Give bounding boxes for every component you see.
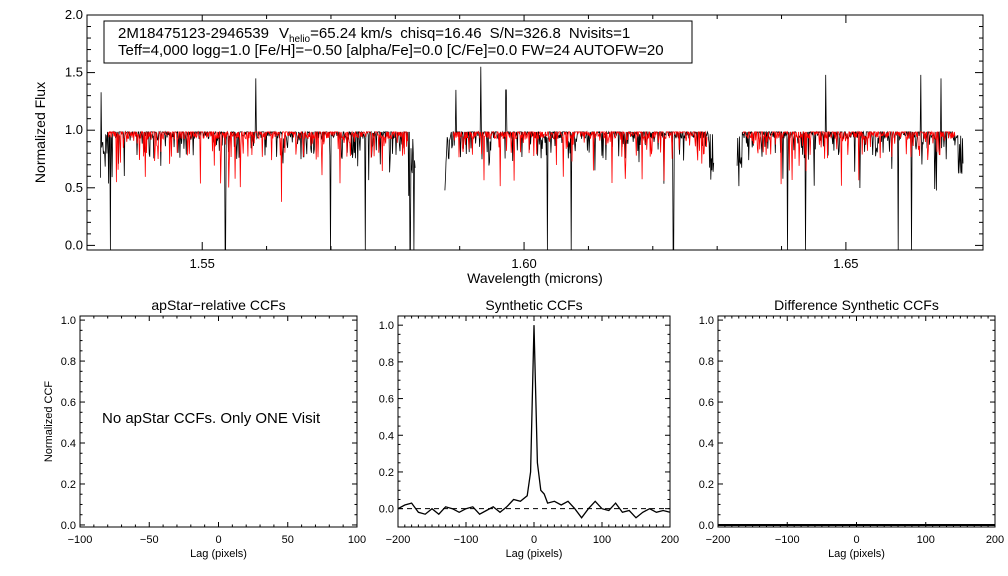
x-tick-label: −200 <box>386 534 411 546</box>
y-tick-label: 0.0 <box>61 520 76 532</box>
apstar-ccf-panel: −100 −50 0 50 100 0.0 0.2 0.4 0.6 0.8 1.0 Lag (pixe… <box>43 297 366 560</box>
x-tick-label: 100 <box>348 534 366 546</box>
apstar-annotation: No apStar CCFs. Only ONE Visit <box>102 410 321 427</box>
spectrum-panel: 1.55 1.60 1.65 0.0 0.5 1.0 1.5 2.0 Wavelength (m… <box>32 7 984 286</box>
plot-frame <box>717 315 996 528</box>
panel-title: apStar−relative CCFs <box>151 297 285 313</box>
info-line-2: Teff=4,000 logg=1.0 [Fe/H]=−0.50 [alpha/… <box>118 42 664 59</box>
observed-spectrum-line <box>736 74 964 251</box>
y-tick-label: 0.6 <box>379 394 394 406</box>
y-tick-label: 0.2 <box>379 467 394 479</box>
panel-title: Difference Synthetic CCFs <box>774 297 939 313</box>
plot-frame <box>86 14 984 251</box>
y-tick-label: 0.2 <box>61 479 76 491</box>
y-tick-label: 1.0 <box>699 315 714 327</box>
y-tick-label: 0.0 <box>379 504 394 516</box>
observed-spectrum-line <box>100 78 416 251</box>
x-tick-label: −100 <box>68 534 93 546</box>
y-tick-label: 1.5 <box>65 65 83 80</box>
y-tick-label: 1.0 <box>379 320 394 332</box>
x-tick-label: 1.65 <box>833 256 858 271</box>
model-spectrum-line <box>742 130 956 186</box>
y-tick-label: 0.0 <box>699 520 714 532</box>
ccf-line <box>397 325 671 519</box>
model-spectrum-line <box>452 130 708 187</box>
x-axis-label: Wavelength (microns) <box>467 270 603 286</box>
x-tick-label: 100 <box>593 534 611 546</box>
x-tick-label: 50 <box>282 534 294 546</box>
x-axis-label: Lag (pixels) <box>828 548 885 560</box>
y-tick-label: 0.8 <box>61 356 76 368</box>
difference-ccf-panel: −200 −100 0 100 200 0.0 0.2 0.4 0.6 0.8 1.0 Lag (pi… <box>699 297 1004 560</box>
x-axis-label: Lag (pixels) <box>190 548 247 560</box>
y-tick-label: 0.4 <box>61 438 76 450</box>
y-tick-label: 1.0 <box>65 122 83 137</box>
y-tick-label: 0.6 <box>61 397 76 409</box>
y-tick-label: 0.8 <box>699 356 714 368</box>
observed-spectrum-line <box>444 66 715 251</box>
x-tick-label: 0 <box>531 534 537 546</box>
x-tick-label: 200 <box>661 534 679 546</box>
synthetic-ccf-panel: −200 −100 0 100 200 0.0 0.2 0.4 0.6 0.8 1.0 Lag (pi… <box>379 297 679 560</box>
y-axis-label: Normalized Flux <box>32 82 48 183</box>
y-tick-label: 0.6 <box>699 397 714 409</box>
x-tick-label: 100 <box>917 534 935 546</box>
x-tick-label: 0 <box>853 534 859 546</box>
y-tick-label: 0.5 <box>65 180 83 195</box>
model-spectrum-line <box>107 130 409 202</box>
panel-title: Synthetic CCFs <box>485 297 582 313</box>
x-tick-label: −100 <box>454 534 479 546</box>
x-axis-label: Lag (pixels) <box>506 548 563 560</box>
info-line-1: 2M18475123-2946539 Vhelio=65.24 km/s chisq… <box>118 25 630 45</box>
x-tick-label: 1.60 <box>511 256 536 271</box>
x-tick-label: 0 <box>215 534 221 546</box>
y-tick-label: 0.2 <box>699 479 714 491</box>
y-axis-label: Normalized CCF <box>43 381 55 463</box>
y-tick-label: 0.0 <box>65 237 83 252</box>
info-box <box>103 20 693 64</box>
x-tick-label: −50 <box>140 534 159 546</box>
y-tick-label: 0.8 <box>379 357 394 369</box>
y-tick-label: 0.4 <box>699 438 714 450</box>
x-tick-label: −200 <box>706 534 731 546</box>
x-tick-label: −100 <box>775 534 800 546</box>
x-tick-label: 1.55 <box>190 256 215 271</box>
y-tick-label: 0.4 <box>379 430 394 442</box>
y-tick-label: 1.0 <box>61 315 76 327</box>
x-tick-label: 200 <box>986 534 1004 546</box>
y-tick-label: 2.0 <box>65 7 83 22</box>
